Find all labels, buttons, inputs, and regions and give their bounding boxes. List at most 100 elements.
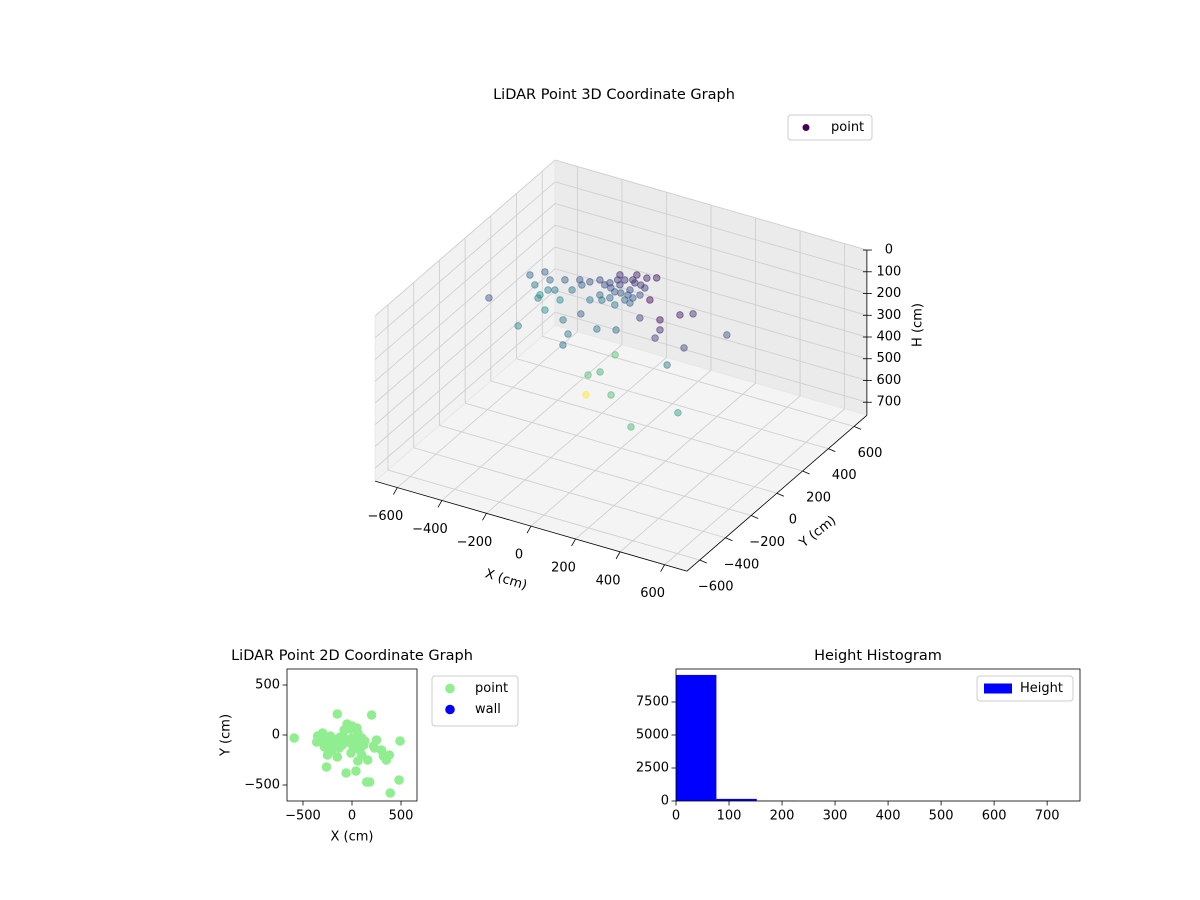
x-tick: [660, 564, 665, 572]
x-tick-label: 0: [672, 809, 680, 824]
point-3d: [627, 423, 635, 431]
point-3d: [598, 296, 606, 304]
grid-line: [374, 181, 556, 339]
point-3d: [651, 334, 659, 342]
y-tick: [751, 515, 759, 519]
point-3d: [652, 274, 661, 282]
x-tick-label: 500: [929, 809, 954, 824]
point-3d: [584, 371, 592, 379]
point: [352, 723, 362, 733]
point: [362, 755, 373, 765]
grid-line: [374, 246, 556, 404]
grid-line: [554, 311, 868, 403]
point-3d: [612, 326, 620, 334]
point-3d: [559, 341, 567, 349]
point-3d: [643, 274, 651, 282]
grid-line: [542, 335, 855, 427]
x-tick-label: 600: [982, 809, 1007, 824]
x-tick-label: 0: [515, 548, 523, 563]
point-3d: [723, 331, 731, 339]
x-tick-label: 100: [717, 809, 742, 824]
y-tick: [725, 537, 733, 542]
point-3d: [568, 286, 576, 294]
point: [353, 756, 363, 766]
legend-label: Height: [1020, 681, 1063, 696]
point-3d: [514, 322, 522, 330]
point-3d: [541, 268, 549, 276]
point: [348, 741, 358, 751]
grid-line: [374, 290, 556, 447]
point-3d: [606, 294, 614, 302]
legend-marker: [802, 124, 810, 131]
z-tick-label: 300: [876, 308, 901, 323]
point-3d: [656, 326, 664, 334]
grid-line: [554, 290, 868, 381]
y-tick-label: 2500: [636, 761, 669, 776]
point-3d: [578, 281, 586, 289]
z-tick-label: 400: [876, 330, 901, 345]
legend-marker: [445, 683, 455, 694]
point: [289, 733, 299, 743]
grid-line: [554, 181, 868, 273]
point-3d: [586, 296, 594, 304]
x-tick-label: 200: [770, 809, 795, 824]
y-axis-line: [686, 414, 868, 572]
z-tick-label: 100: [876, 264, 901, 279]
point-3d: [577, 310, 585, 318]
y-tick-label: −200: [749, 535, 785, 550]
point: [341, 768, 351, 778]
grid-line: [374, 311, 556, 469]
y-tick-label: 0: [272, 728, 280, 743]
point-3d: [596, 276, 604, 284]
point-3d: [564, 330, 572, 338]
y-tick-label: 200: [806, 490, 831, 505]
grid-line: [374, 203, 556, 360]
point-3d: [536, 291, 544, 299]
x-tick: [393, 487, 398, 495]
legend-marker: [445, 704, 455, 715]
y-tick-label: 400: [832, 468, 857, 483]
x-tick-label: 0: [348, 809, 356, 824]
point: [326, 746, 337, 756]
grid-line: [374, 224, 556, 382]
x-tick-label: 200: [551, 561, 576, 576]
legend-label: wall: [475, 702, 501, 717]
point-3d: [593, 325, 601, 333]
x-tick-label: −200: [457, 535, 493, 550]
point-3d: [614, 276, 622, 284]
point: [364, 777, 375, 787]
hist-bar: [676, 674, 717, 801]
grid-line: [554, 224, 868, 316]
point-3d: [680, 344, 688, 352]
grid-line: [413, 447, 726, 539]
x-tick-label: 700: [1035, 809, 1060, 824]
z-axis-label: H (cm): [911, 303, 926, 347]
x-tick-label: 300: [823, 809, 848, 824]
chart-title: Height Histogram: [814, 648, 942, 664]
point-3d: [621, 276, 629, 284]
legend-label: point: [831, 120, 864, 135]
point-3d: [637, 281, 645, 289]
point: [366, 710, 377, 720]
grid-line: [374, 159, 556, 317]
point: [311, 737, 322, 747]
grid-line: [439, 425, 752, 516]
legend-frame: [976, 675, 1074, 702]
point-3d: [601, 281, 609, 289]
point: [328, 734, 339, 744]
point: [351, 766, 361, 776]
point: [334, 743, 345, 753]
x-tick-label: −600: [368, 509, 404, 524]
grid-line: [516, 358, 829, 450]
point-3d: [607, 284, 615, 292]
y-tick-label: 500: [255, 678, 280, 693]
point-3d: [636, 291, 644, 299]
z-tick-label: 200: [876, 286, 901, 301]
point-3d: [544, 286, 552, 294]
x-tick: [615, 551, 621, 560]
point-3d: [551, 286, 559, 294]
z-tick-label: 500: [876, 351, 901, 366]
y-axis-label: Y (cm): [219, 714, 234, 757]
point-3d: [485, 294, 493, 302]
